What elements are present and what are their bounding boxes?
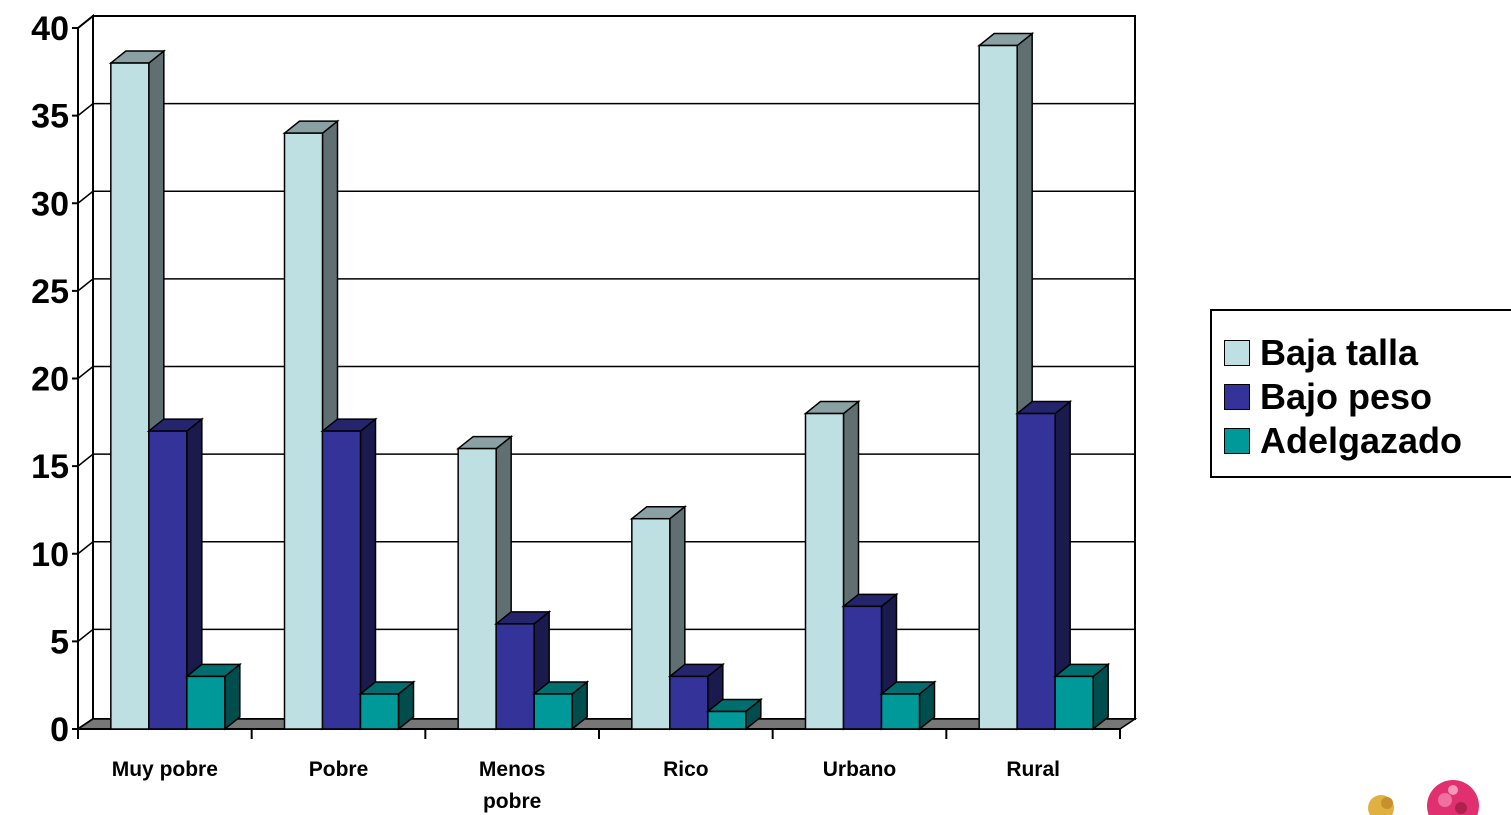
gridline [77, 15, 1135, 29]
legend-label-baja-talla: Baja talla [1260, 332, 1419, 373]
bar-adelgazado [184, 662, 242, 731]
gridline [77, 102, 1135, 117]
bar-bajo-peso [320, 417, 378, 731]
legend-swatch-bajo-peso [1224, 384, 1250, 410]
y-tick-label: 5 [50, 623, 69, 661]
y-tick-label: 0 [50, 711, 69, 749]
legend-swatch-adelgazado [1224, 428, 1250, 454]
gridline [77, 628, 1135, 642]
y-tick-label: 30 [31, 185, 69, 223]
legend-item-bajo-peso: Bajo peso [1224, 376, 1433, 417]
gridline [77, 453, 1135, 467]
y-tick-label: 15 [31, 448, 69, 486]
x-tick-label: Pobre [309, 758, 369, 781]
y-tick-label: 20 [31, 361, 69, 399]
x-tick-label: Menos pobre [479, 758, 546, 813]
bar-adelgazado [879, 680, 937, 731]
bar-bajo-peso [146, 417, 204, 731]
legend-swatch-baja-talla [1224, 340, 1250, 366]
x-tick-label: Rico [663, 758, 709, 781]
y-tick-label: 40 [31, 10, 69, 48]
x-axis-ticks: Muy pobre Pobre Menos pobre Rico Urbano Rural [77, 729, 1121, 813]
gridline [77, 190, 1135, 204]
gridlines [77, 15, 1135, 642]
bars [108, 31, 1111, 731]
legend-item-adelgazado: Adelgazado [1224, 420, 1463, 461]
bar-adelgazado [358, 680, 416, 731]
y-axis-ticks: 0 5 10 15 20 25 30 35 40 [31, 10, 78, 749]
legend-label-bajo-peso: Bajo peso [1260, 376, 1433, 417]
bar-bajo-peso [494, 610, 552, 731]
y-tick-label: 35 [31, 98, 69, 136]
x-tick-label: Rural [1006, 758, 1060, 781]
gridline [77, 278, 1135, 292]
bar-adelgazado [532, 680, 590, 731]
y-tick-label: 25 [31, 273, 69, 311]
legend-item-baja-talla: Baja talla [1224, 332, 1419, 373]
x-tick-label: Muy pobre [112, 758, 218, 781]
gridline [77, 365, 1135, 380]
x-tick-label: Urbano [823, 758, 897, 781]
gridline [77, 541, 1135, 555]
legend: Baja talla Bajo peso Adelgazado [1210, 309, 1511, 478]
bar-adelgazado [1053, 662, 1111, 731]
legend-label-adelgazado: Adelgazado [1260, 420, 1463, 461]
decorative-flower-image [1368, 780, 1479, 815]
bar-adelgazado [705, 697, 763, 731]
y-tick-label: 10 [31, 536, 69, 574]
